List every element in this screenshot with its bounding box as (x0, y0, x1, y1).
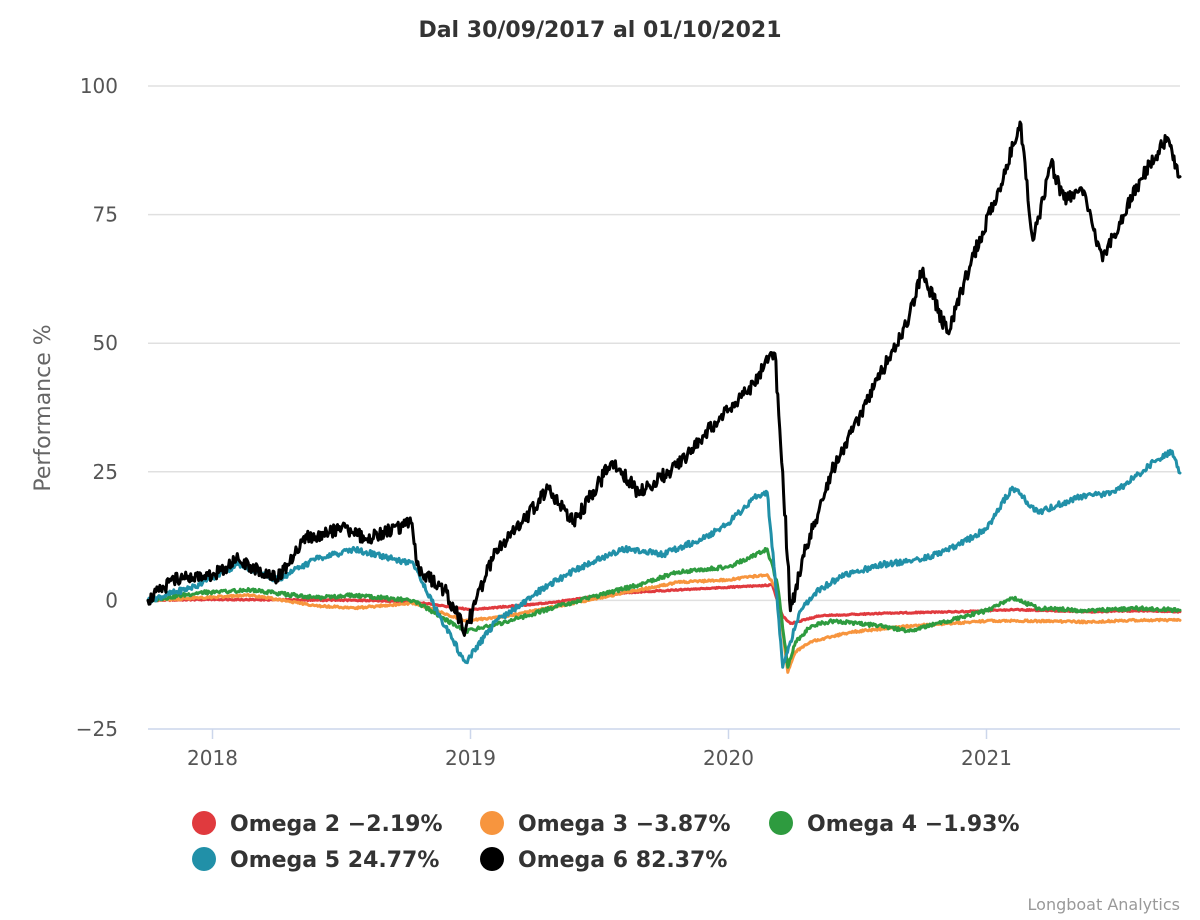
y-tick-label: 100 (80, 74, 118, 98)
legend-item-omega-2[interactable]: Omega 2 −2.19% (192, 811, 443, 837)
x-tick-label: 2018 (187, 746, 238, 770)
legend-marker-omega-5 (192, 847, 216, 871)
series-line-omega-3[interactable] (146, 573, 1182, 674)
legend-marker-omega-2 (192, 811, 216, 835)
series-line-omega-4[interactable] (146, 547, 1182, 669)
legend-marker-omega-4 (769, 811, 793, 835)
y-tick-label: 25 (93, 460, 118, 484)
legend-label-omega-2: Omega 2 −2.19% (230, 812, 443, 837)
legend-item-omega-3[interactable]: Omega 3 −3.87% (480, 811, 731, 837)
x-axis-ticks: 2018 2019 2020 2021 (187, 729, 1012, 770)
legend-label-omega-3: Omega 3 −3.87% (518, 812, 731, 837)
legend-item-omega-5[interactable]: Omega 5 24.77% (192, 847, 439, 873)
y-axis-ticks: −25 0 25 50 75 100 (76, 74, 118, 741)
chart-title: Dal 30/09/2017 al 01/10/2021 (418, 18, 781, 43)
legend-marker-omega-6 (480, 847, 504, 871)
y-tick-label: −25 (76, 717, 118, 741)
legend-label-omega-4: Omega 4 −1.93% (807, 812, 1020, 837)
credits-label[interactable]: Longboat Analytics (1028, 895, 1180, 914)
legend-marker-omega-3 (480, 811, 504, 835)
series-layer (146, 120, 1182, 674)
series-line-omega-5[interactable] (146, 448, 1182, 669)
series-line-omega-6[interactable] (146, 120, 1182, 637)
x-tick-label: 2019 (445, 746, 496, 770)
y-tick-label: 0 (105, 588, 118, 612)
y-axis-title: Performance % (31, 324, 56, 491)
legend-item-omega-4[interactable]: Omega 4 −1.93% (769, 811, 1020, 837)
legend: Omega 2 −2.19% Omega 3 −3.87% Omega 4 −1.9… (192, 811, 1020, 873)
legend-label-omega-5: Omega 5 24.77% (230, 848, 439, 873)
y-tick-label: 50 (93, 331, 118, 355)
legend-item-omega-6[interactable]: Omega 6 82.37% (480, 847, 727, 873)
y-tick-label: 75 (93, 203, 118, 227)
legend-label-omega-6: Omega 6 82.37% (518, 848, 727, 873)
x-tick-label: 2021 (961, 746, 1012, 770)
x-tick-label: 2020 (703, 746, 754, 770)
